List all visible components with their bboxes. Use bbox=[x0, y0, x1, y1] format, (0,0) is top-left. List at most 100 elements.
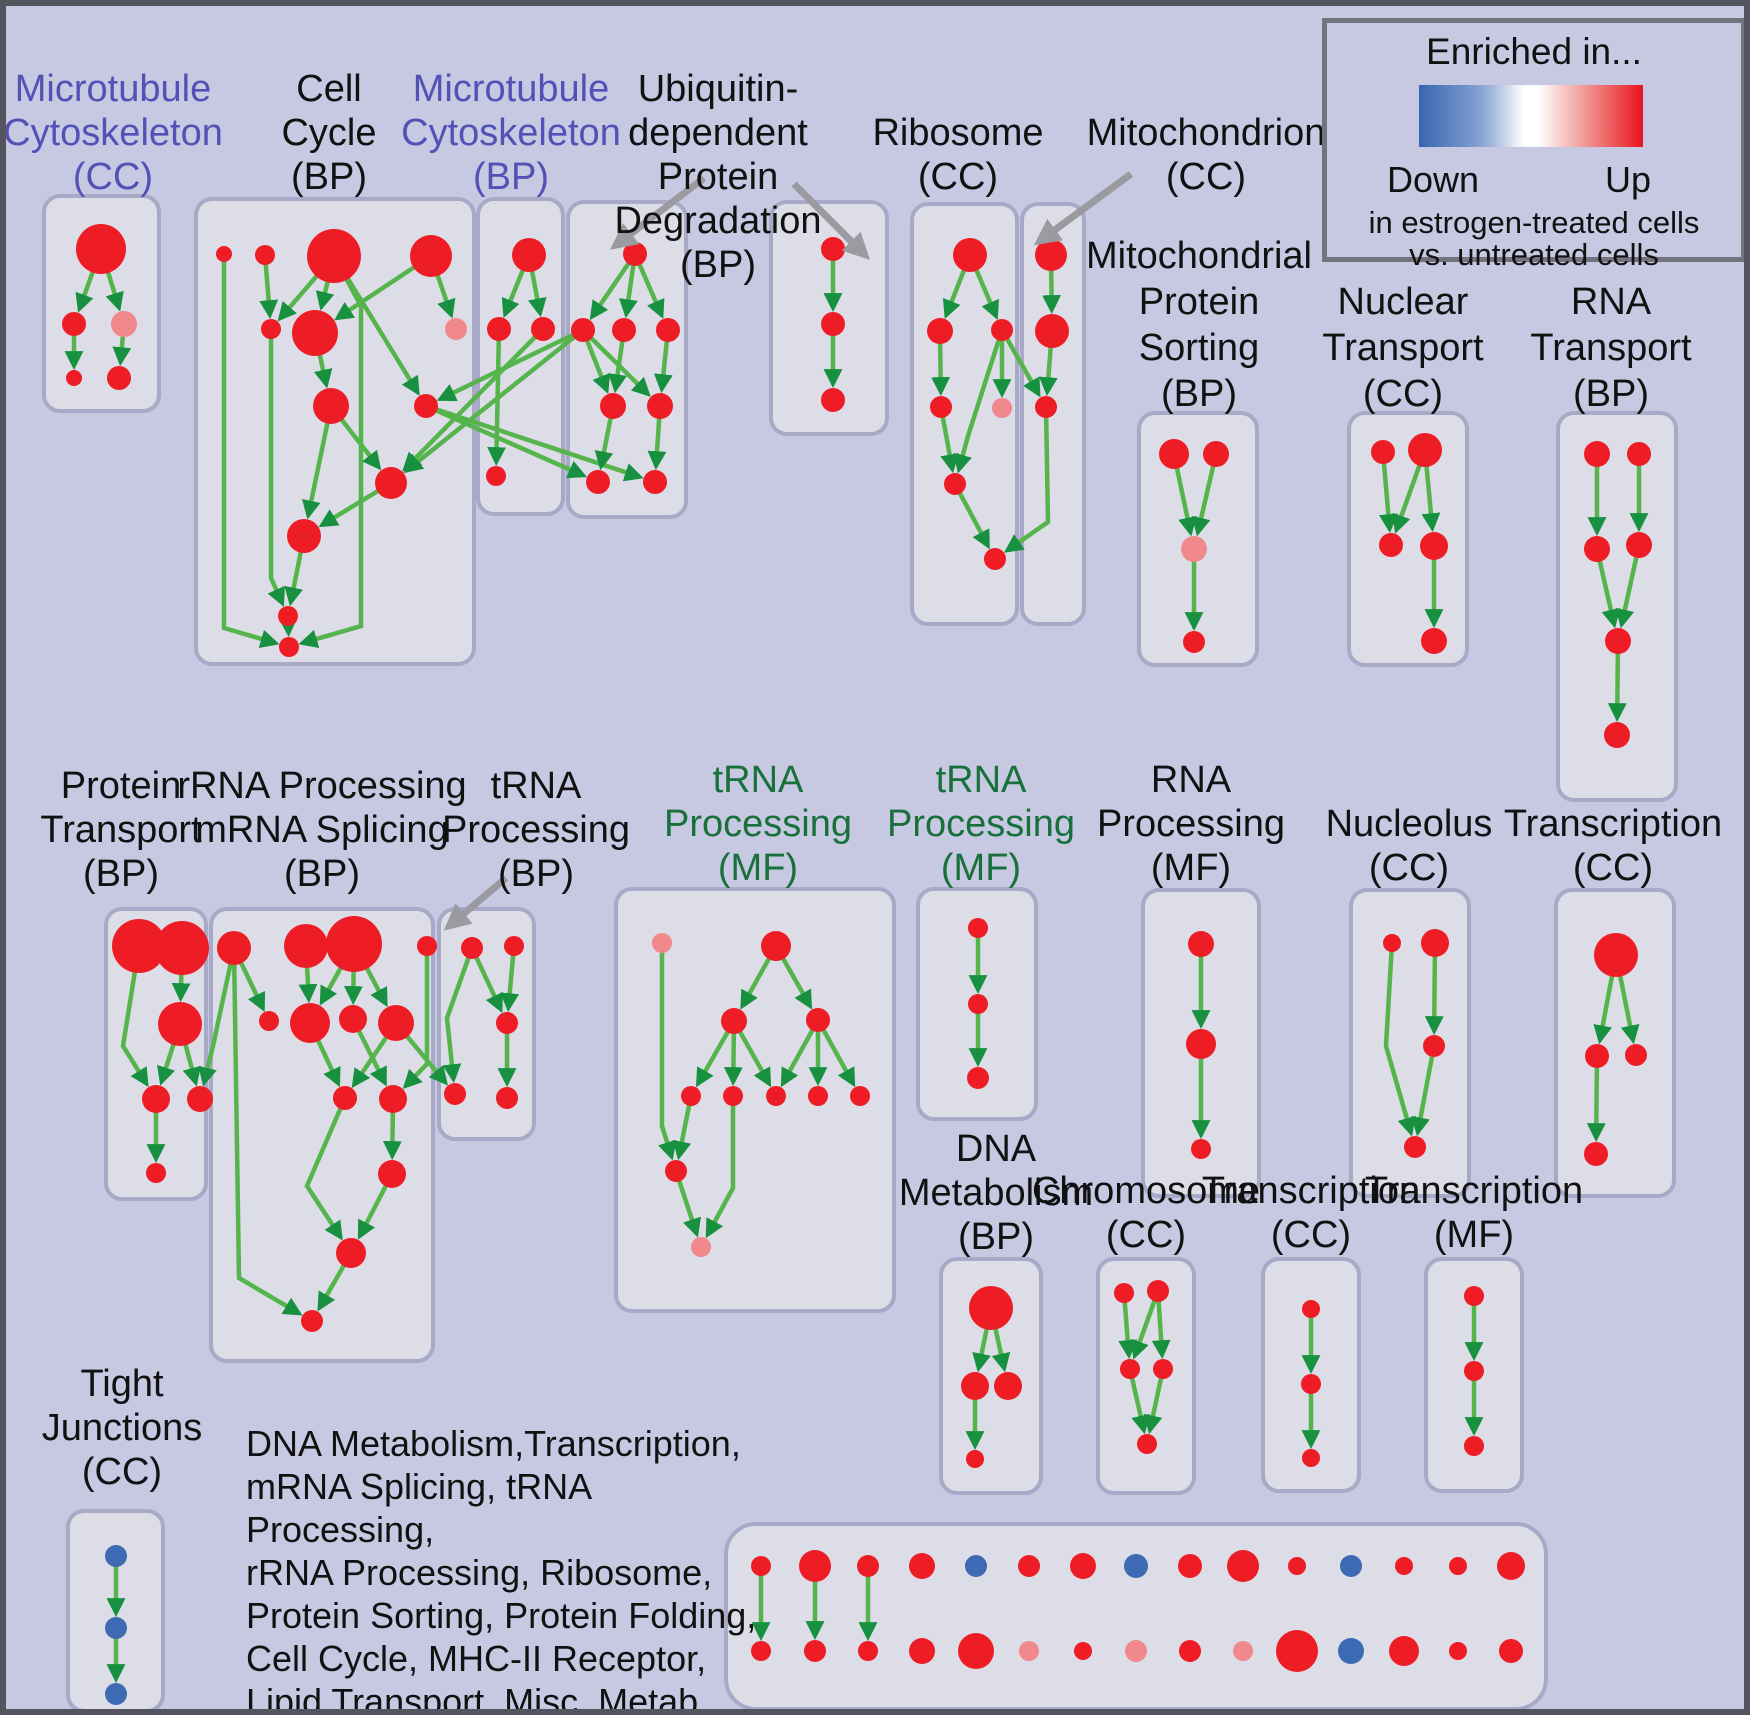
legend: Enriched in... Down Up in estrogen-treat… bbox=[1322, 18, 1744, 272]
cluster-box-nuclear-transport bbox=[1347, 411, 1469, 667]
gene-node-g3 bbox=[721, 1008, 747, 1034]
gene-node-a3 bbox=[111, 311, 137, 337]
gene-node-wb15 bbox=[1499, 1639, 1523, 1663]
label-pointer-arrow-2 bbox=[791, 181, 870, 260]
category-label-transcription-cc-mid: Transcription (CC) bbox=[1504, 803, 1722, 889]
gene-node-m2 bbox=[487, 317, 511, 341]
category-label-cell-cycle: Cell Cycle (BP) bbox=[281, 68, 376, 198]
gene-node-c13 bbox=[279, 637, 299, 657]
gene-node-rr4 bbox=[417, 936, 437, 956]
edge-u2a-c9 bbox=[436, 327, 584, 402]
edge-rr1-p5 bbox=[198, 947, 237, 1087]
gene-node-x2 bbox=[1627, 442, 1651, 466]
gene-node-wt4 bbox=[909, 1553, 935, 1579]
gene-node-wb13 bbox=[1389, 1636, 1419, 1666]
gene-node-wt9 bbox=[1178, 1554, 1202, 1578]
gene-node-c9 bbox=[414, 394, 438, 418]
category-label-microtubule-bp: Microtubule Cytoskeleton (BP) bbox=[401, 68, 621, 198]
gene-node-x1 bbox=[1584, 441, 1610, 467]
gene-node-wb2 bbox=[804, 1640, 826, 1662]
gene-node-q1 bbox=[1188, 931, 1214, 957]
gene-node-g8 bbox=[808, 1086, 828, 1106]
gene-node-j2 bbox=[105, 1617, 127, 1639]
edge-c9-u4b bbox=[425, 403, 644, 482]
nodes-layer bbox=[62, 224, 1652, 1705]
category-label-rrna-processing: rRNA Processing mRNA Splicing (BP) bbox=[177, 765, 466, 895]
gene-node-u2b bbox=[612, 318, 636, 342]
edge-r3-r6 bbox=[953, 329, 1005, 474]
cluster-box-rna-transport bbox=[1556, 411, 1678, 802]
gene-node-wb10 bbox=[1233, 1641, 1253, 1661]
gene-node-p5 bbox=[187, 1086, 213, 1112]
gene-node-r6 bbox=[944, 473, 966, 495]
gene-node-w2 bbox=[1035, 314, 1069, 348]
gene-node-r4 bbox=[930, 396, 952, 418]
edge-rr9-rr12 bbox=[304, 1097, 348, 1241]
gene-node-g7 bbox=[766, 1086, 786, 1106]
gene-node-rr8 bbox=[378, 1005, 414, 1041]
gene-node-tb2 bbox=[504, 936, 524, 956]
gene-node-c2 bbox=[255, 245, 275, 265]
gene-node-wb9 bbox=[1179, 1640, 1201, 1662]
gene-node-v1 bbox=[821, 237, 845, 261]
edge-p1-p4 bbox=[120, 945, 149, 1088]
gene-node-b2 bbox=[961, 1372, 989, 1400]
gene-node-wb14 bbox=[1449, 1642, 1467, 1660]
gene-node-rr10 bbox=[379, 1085, 407, 1113]
edge-m3-c10 bbox=[402, 327, 545, 472]
gene-node-h3 bbox=[967, 1067, 989, 1089]
gene-node-g9 bbox=[850, 1086, 870, 1106]
gene-node-a1 bbox=[76, 224, 126, 274]
gene-node-a2 bbox=[62, 312, 86, 336]
gene-node-wb1 bbox=[751, 1641, 771, 1661]
gene-node-b1 bbox=[969, 1286, 1013, 1330]
gene-node-j1 bbox=[105, 1545, 127, 1567]
gene-node-a4 bbox=[66, 370, 82, 386]
gene-node-b3 bbox=[994, 1372, 1022, 1400]
category-labels-layer: Microtubule Cytoskeleton (CC) Cell Cycle (BP)… bbox=[6, 68, 1722, 1493]
gene-node-wt15 bbox=[1497, 1552, 1525, 1580]
cluster-box-mixed-wide bbox=[724, 1522, 1548, 1709]
gene-node-h1 bbox=[968, 918, 988, 938]
annotation-text: DNA Metabolism,Transcription, mRNA Splic… bbox=[246, 1423, 757, 1715]
gene-node-t5 bbox=[1421, 628, 1447, 654]
gene-node-y2 bbox=[1301, 1374, 1321, 1394]
gene-node-u2a bbox=[571, 318, 595, 342]
gene-node-rr3 bbox=[326, 916, 382, 972]
legend-subtitle-line2: vs. untreated cells bbox=[1409, 237, 1659, 272]
gene-node-r2 bbox=[927, 318, 953, 344]
gene-node-u3b bbox=[647, 393, 673, 419]
gene-node-z2 bbox=[1585, 1044, 1609, 1068]
category-label-chromosome: Chromosome (CC) bbox=[1032, 1170, 1260, 1256]
legend-gradient-bar bbox=[1419, 85, 1643, 147]
gene-node-rr2 bbox=[284, 924, 328, 968]
gene-node-p1 bbox=[112, 919, 166, 973]
gene-node-u3a bbox=[600, 393, 626, 419]
gene-node-o1 bbox=[1383, 934, 1401, 952]
label-pointer-arrow-3 bbox=[1033, 171, 1134, 246]
category-label-trna-bp: tRNA Processing (BP) bbox=[442, 765, 630, 895]
gene-node-u4a bbox=[586, 470, 610, 494]
edge-rr4-rr10 bbox=[402, 946, 430, 1090]
gene-node-wb5 bbox=[958, 1633, 994, 1669]
category-label-trna-mf-2: tRNA Processing (MF) bbox=[887, 759, 1075, 889]
gene-node-c5 bbox=[261, 319, 281, 339]
gene-node-wb12 bbox=[1338, 1638, 1364, 1664]
gene-node-b4 bbox=[966, 1450, 984, 1468]
gene-node-u2c bbox=[656, 318, 680, 342]
gene-node-rr7 bbox=[339, 1005, 367, 1033]
gene-node-o2 bbox=[1421, 929, 1449, 957]
gene-node-f2 bbox=[1464, 1361, 1484, 1381]
gene-node-k1 bbox=[1114, 1283, 1134, 1303]
gene-node-wb7 bbox=[1074, 1642, 1092, 1660]
gene-node-s1 bbox=[1159, 439, 1189, 469]
gene-node-k3 bbox=[1120, 1359, 1140, 1379]
gene-node-c6 bbox=[292, 310, 338, 356]
gene-node-y1 bbox=[1302, 1300, 1320, 1318]
gene-node-wb4 bbox=[909, 1638, 935, 1664]
gene-node-g5 bbox=[681, 1086, 701, 1106]
category-label-ubiquitin: Ubiquitin-dependent Protein Degradation (BP… bbox=[614, 68, 821, 286]
gene-node-rr5 bbox=[259, 1011, 279, 1031]
edge-g6-g11 bbox=[705, 1096, 736, 1239]
pointer-arrows-layer bbox=[443, 171, 1134, 931]
